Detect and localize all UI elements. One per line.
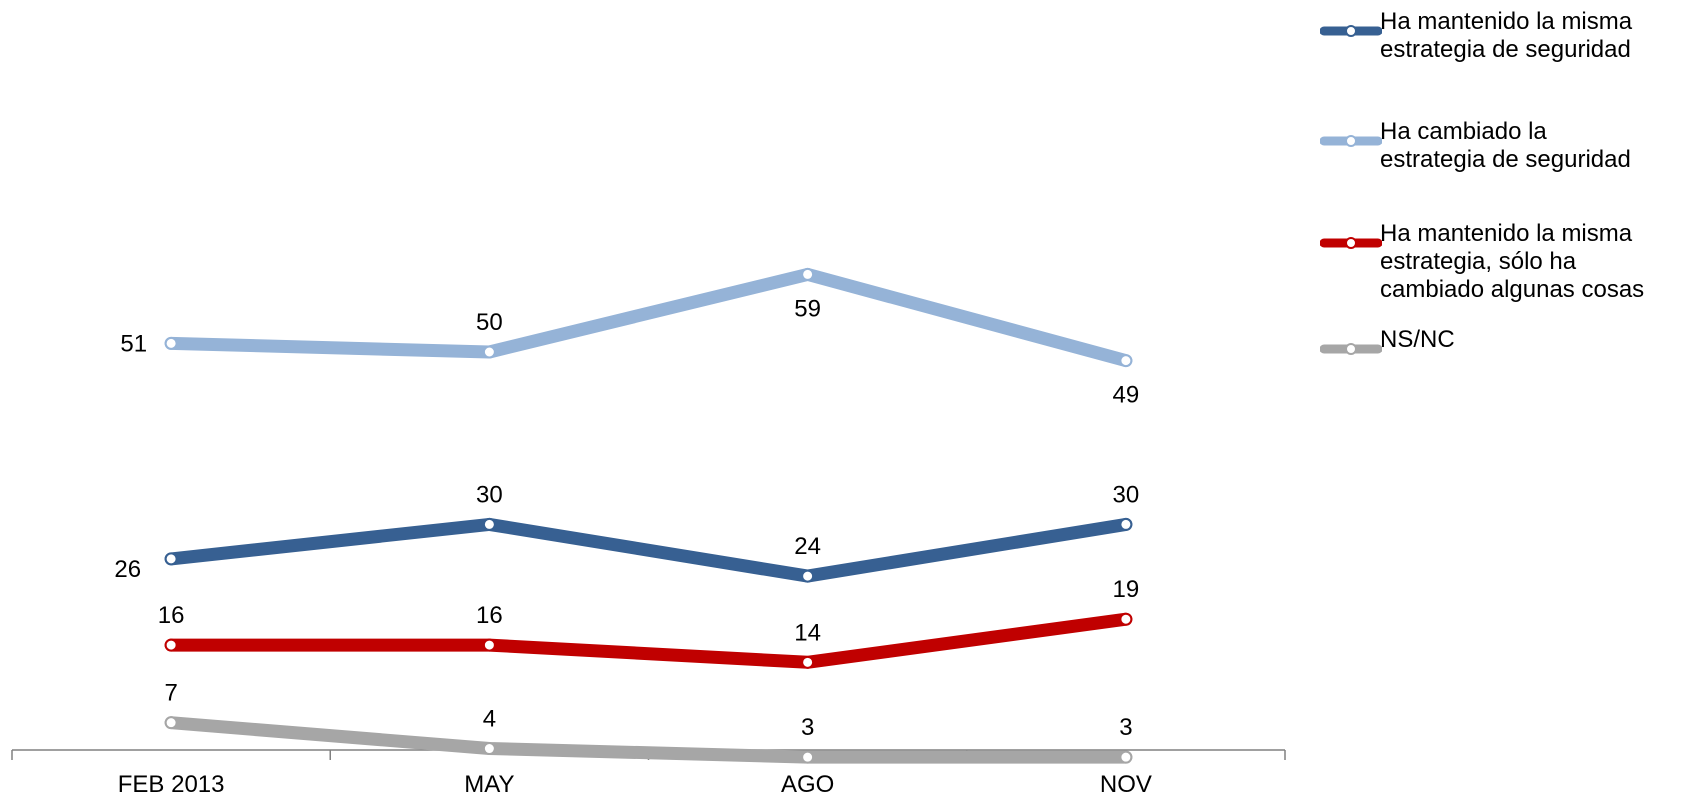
data-point <box>801 569 815 583</box>
data-label: 16 <box>476 602 503 629</box>
data-labels: 26 30 24 30 51 50 59 49 16 16 14 19 7 4 3 3 <box>114 295 1139 741</box>
legend-swatch-marker <box>1345 343 1357 355</box>
legend-label: NS/NC <box>1380 326 1455 353</box>
data-point <box>482 638 496 652</box>
legend-swatch-marker <box>1345 237 1357 249</box>
x-tick-label: NOV <box>1100 771 1152 797</box>
legend: Ha mantenido la misma estrategia de segu… <box>1320 8 1692 408</box>
data-label: 49 <box>1113 382 1140 409</box>
data-point <box>801 750 815 764</box>
series-group <box>164 267 1133 368</box>
data-point <box>482 517 496 531</box>
data-label: 4 <box>483 706 496 733</box>
series-group <box>164 517 1133 583</box>
x-tick-label: FEB 2013 <box>118 771 225 797</box>
legend-swatch-marker <box>1345 25 1357 37</box>
data-label: 51 <box>120 330 147 357</box>
data-label: 3 <box>801 714 814 741</box>
series-line <box>164 517 1133 583</box>
series-line <box>164 612 1133 669</box>
series-group <box>164 612 1133 669</box>
data-label: 16 <box>158 602 185 629</box>
data-point <box>482 742 496 756</box>
data-label: 30 <box>476 481 503 508</box>
data-point <box>164 336 178 350</box>
data-point <box>164 638 178 652</box>
data-label: 50 <box>476 309 503 336</box>
legend-label: Ha mantenido la misma estrategia de segu… <box>1380 8 1633 63</box>
x-tick-label: AGO <box>781 771 834 797</box>
legend-swatch <box>1320 237 1382 249</box>
x-tick-label: MAY <box>464 771 514 797</box>
data-label: 59 <box>794 295 821 322</box>
data-point <box>1119 517 1133 531</box>
data-label: 30 <box>1113 481 1140 508</box>
data-point <box>164 716 178 730</box>
data-point <box>1119 750 1133 764</box>
data-label: 3 <box>1119 714 1132 741</box>
series-line <box>164 716 1133 764</box>
data-point <box>801 267 815 281</box>
legend-swatch-marker <box>1345 135 1357 147</box>
series-line <box>164 267 1133 368</box>
data-label: 26 <box>114 556 141 583</box>
legend-label: Ha mantenido la misma estrategia, sólo h… <box>1380 220 1645 303</box>
data-point <box>801 655 815 669</box>
x-axis: FEB 2013 MAY AGO NOV <box>11 749 1286 797</box>
data-point <box>1119 354 1133 368</box>
data-point <box>1119 612 1133 626</box>
legend-swatch <box>1320 135 1382 147</box>
data-label: 19 <box>1113 576 1140 603</box>
data-point <box>482 345 496 359</box>
series-group <box>164 716 1133 764</box>
legend-swatch <box>1320 25 1382 37</box>
legend-swatch <box>1320 343 1382 355</box>
legend-label: Ha cambiado la estrategia de seguridad <box>1380 118 1631 173</box>
data-point <box>164 552 178 566</box>
data-label: 24 <box>794 533 821 560</box>
data-label: 7 <box>164 680 177 707</box>
series-lines <box>164 267 1133 764</box>
data-label: 14 <box>794 619 821 646</box>
